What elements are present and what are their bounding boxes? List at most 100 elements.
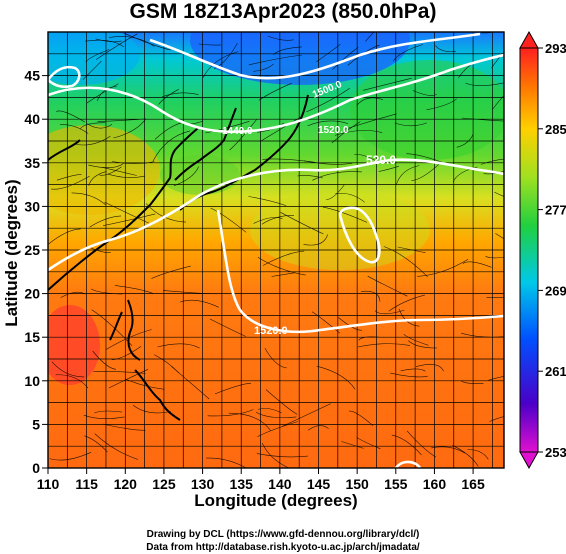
contour-label: 1520.0 bbox=[318, 125, 349, 136]
streamline bbox=[91, 309, 133, 347]
y-tick-label: 0 bbox=[32, 460, 40, 476]
streamline bbox=[311, 311, 341, 334]
streamline bbox=[248, 54, 302, 66]
streamline bbox=[60, 124, 89, 134]
colorbar-top-arrow bbox=[519, 30, 539, 49]
streamline bbox=[341, 441, 364, 449]
streamline bbox=[397, 246, 426, 253]
streamline bbox=[48, 228, 81, 245]
credit-line: Data from http://database.rish.kyoto-u.a… bbox=[146, 542, 420, 553]
streamline bbox=[326, 184, 345, 200]
streamline bbox=[97, 118, 145, 122]
streamline bbox=[412, 90, 437, 96]
streamline bbox=[89, 215, 122, 228]
streamline bbox=[51, 361, 85, 378]
wind-streamlines bbox=[48, 32, 504, 468]
streamline bbox=[491, 51, 504, 69]
streamline bbox=[358, 336, 380, 341]
streamline bbox=[435, 45, 456, 52]
streamline bbox=[85, 39, 124, 48]
streamline bbox=[392, 44, 423, 62]
streamline bbox=[108, 36, 155, 47]
streamline bbox=[374, 309, 405, 315]
streamline bbox=[103, 213, 156, 226]
streamline bbox=[253, 63, 274, 72]
streamline bbox=[102, 423, 146, 431]
streamline bbox=[151, 265, 191, 279]
streamline bbox=[49, 452, 92, 461]
y-axis-label: Latitude (degrees) bbox=[2, 179, 21, 327]
streamline bbox=[461, 380, 484, 384]
x-tick-label: 120 bbox=[114, 476, 138, 492]
streamline bbox=[265, 389, 298, 415]
x-tick-label: 130 bbox=[191, 476, 215, 492]
height-contours bbox=[48, 32, 504, 468]
x-tick-label: 140 bbox=[268, 476, 292, 492]
streamline bbox=[344, 113, 397, 130]
streamline bbox=[481, 32, 494, 34]
streamline bbox=[255, 412, 297, 419]
streamline bbox=[95, 33, 138, 60]
streamline bbox=[316, 365, 356, 390]
streamline bbox=[361, 290, 381, 302]
streamline bbox=[395, 165, 420, 186]
streamline bbox=[307, 425, 329, 431]
contour-label: 1440.0 bbox=[222, 126, 253, 137]
streamline bbox=[488, 376, 504, 381]
streamline bbox=[179, 299, 219, 308]
streamline bbox=[258, 82, 292, 101]
streamline bbox=[93, 371, 146, 374]
streamline bbox=[312, 171, 362, 181]
credits: Drawing by DCL (https://www.gfd-dennou.o… bbox=[0, 528, 566, 554]
streamline bbox=[105, 329, 152, 350]
streamline bbox=[104, 201, 149, 224]
x-axis: 110 115 120 125 130 135 140 145 150 155 160 165 bbox=[37, 468, 485, 492]
streamline bbox=[73, 135, 111, 146]
streamline bbox=[228, 412, 271, 431]
colorbar-tick-label: 269 bbox=[545, 283, 566, 298]
streamline bbox=[56, 110, 85, 123]
streamline bbox=[111, 346, 142, 361]
streamline bbox=[378, 165, 399, 172]
x-tick-label: 155 bbox=[384, 476, 408, 492]
x-tick-label: 110 bbox=[37, 476, 60, 492]
streamline bbox=[107, 173, 145, 178]
streamline bbox=[157, 343, 200, 349]
streamline bbox=[338, 317, 363, 331]
streamline bbox=[51, 175, 90, 190]
streamline bbox=[316, 43, 341, 62]
streamline bbox=[331, 121, 361, 144]
colorbar-bar bbox=[519, 47, 539, 453]
x-tick-label: 150 bbox=[345, 476, 369, 492]
streamline bbox=[88, 163, 124, 168]
streamline bbox=[400, 368, 426, 372]
streamline bbox=[205, 121, 250, 134]
streamline bbox=[357, 343, 411, 348]
credit-line: Drawing by DCL (https://www.gfd-dennou.o… bbox=[146, 529, 420, 540]
colorbar: 253 261 269 277 285 293 bbox=[519, 30, 566, 470]
streamline bbox=[367, 275, 408, 297]
streamline bbox=[303, 234, 328, 246]
streamline bbox=[55, 374, 89, 389]
streamline bbox=[306, 87, 350, 113]
streamline bbox=[91, 288, 123, 295]
x-tick-label: 145 bbox=[307, 476, 331, 492]
streamline bbox=[394, 122, 427, 127]
streamline bbox=[495, 233, 504, 240]
streamline bbox=[257, 421, 298, 437]
streamline bbox=[90, 247, 111, 253]
streamline bbox=[113, 118, 147, 139]
streamline bbox=[408, 340, 438, 349]
streamline bbox=[158, 89, 179, 105]
streamline bbox=[95, 38, 122, 43]
streamline bbox=[248, 196, 287, 206]
streamline bbox=[335, 130, 383, 136]
streamline bbox=[257, 256, 306, 276]
streamline bbox=[280, 212, 324, 235]
streamline bbox=[332, 46, 359, 70]
streamline bbox=[206, 457, 247, 468]
streamline bbox=[92, 350, 117, 370]
x-axis-label: Longitude (degrees) bbox=[194, 491, 358, 510]
streamline bbox=[162, 290, 218, 295]
streamline bbox=[456, 134, 474, 148]
